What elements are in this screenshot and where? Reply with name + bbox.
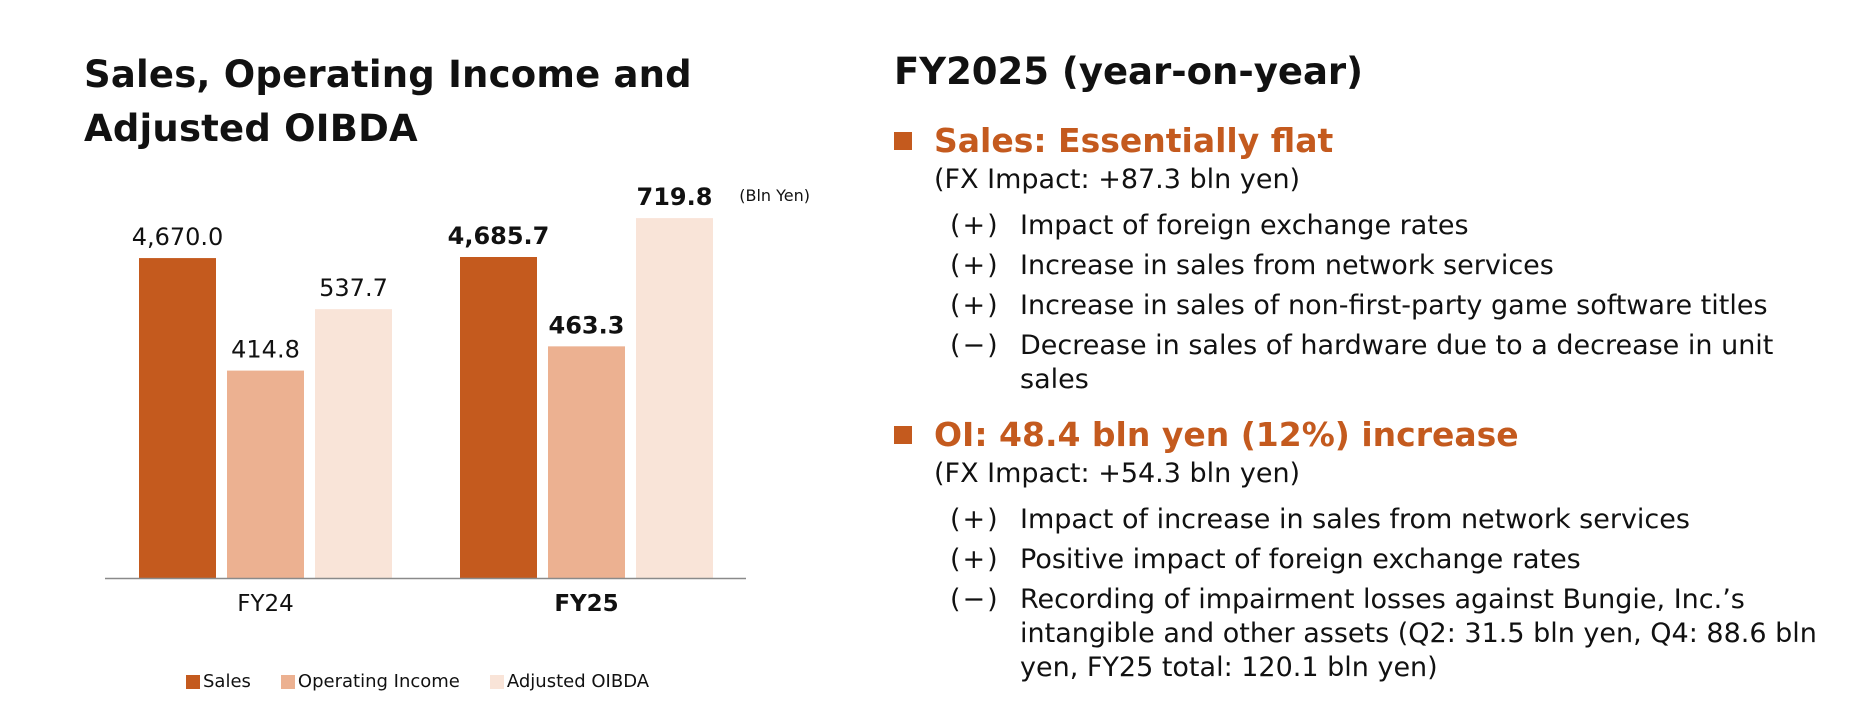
data-label: 719.8 (637, 183, 713, 211)
legend-swatch-operating-income (280, 674, 295, 689)
bar-operating-income (227, 370, 304, 578)
chart-legend: Sales Operating Income Adjusted OIBDA (186, 671, 649, 692)
bar-adjusted-oibda (636, 218, 713, 578)
legend-swatch-sales (186, 674, 200, 689)
x-tick-label: FY25 (554, 591, 618, 617)
legend-label-adjusted-oibda: Adjusted OIBDA (506, 671, 650, 692)
item-text: Positive impact of foreign exchange rate… (1020, 544, 1581, 575)
sales-section: Sales: Essentially flat (FX Impact: +87.… (894, 121, 1820, 403)
legend-item-sales: Sales (186, 671, 251, 692)
bar-sales (460, 257, 537, 578)
oi-fx-impact: (FX Impact: +54.3 bln yen) (934, 458, 1301, 489)
data-label: 463.3 (549, 311, 625, 339)
legend-swatch-adjusted-oibda (489, 674, 504, 689)
data-label: 414.8 (231, 336, 300, 364)
list-item: (−) Recording of impairment losses agains… (950, 583, 1820, 685)
sign-marker: (+) (950, 504, 1000, 535)
list-item: (+) Positive impact of foreign exchange r… (950, 543, 1820, 577)
summary-title: FY2025 (year-on-year) (894, 50, 1364, 93)
sign-marker: (−) (950, 584, 1000, 615)
item-text: Recording of impairment losses against B… (1020, 584, 1817, 683)
item-text: Increase in sales from network services (1020, 250, 1554, 281)
list-item: (+) Impact of increase in sales from netw… (950, 503, 1820, 537)
list-item: (−) Decrease in sales of hardware due to … (950, 329, 1820, 397)
bar-sales (139, 258, 216, 578)
section-bullet-icon (894, 425, 912, 444)
item-text: Impact of foreign exchange rates (1020, 210, 1469, 241)
bar-operating-income (548, 346, 625, 578)
list-item: (+) Increase in sales from network servic… (950, 249, 1820, 283)
sign-marker: (−) (950, 330, 1000, 361)
item-text: Impact of increase in sales from network… (1020, 504, 1690, 535)
data-label: 537.7 (319, 274, 388, 302)
data-label: 4,670.0 (132, 223, 224, 251)
legend-label-operating-income: Operating Income (297, 671, 460, 692)
sign-marker: (+) (950, 544, 1000, 575)
x-tick-label: FY24 (237, 591, 294, 617)
sign-marker: (+) (950, 250, 1000, 281)
chart-title: Sales, Operating Income and Adjusted OIB… (84, 53, 692, 150)
bar-adjusted-oibda (315, 309, 392, 578)
sign-marker: (+) (950, 290, 1000, 321)
data-label: 4,685.7 (448, 222, 550, 250)
sign-marker: (+) (950, 210, 1000, 241)
bar-chart: 4,670.0 414.8 537.7 FY24 4,685.7 463.3 719.8 FY… (105, 183, 746, 617)
legend-item-operating-income: Operating Income (280, 671, 460, 692)
list-item: (+) Increase in sales of non-first-party … (950, 289, 1820, 323)
sales-section-title: Sales: Essentially flat (934, 121, 1334, 160)
item-text: Increase in sales of non-first-party gam… (1020, 290, 1768, 321)
oi-section-title: OI: 48.4 bln yen (12%) increase (934, 415, 1519, 454)
section-bullet-icon (894, 131, 912, 150)
item-text: Decrease in sales of hardware due to a d… (1020, 330, 1774, 395)
list-item: (+) Impact of foreign exchange rates (950, 209, 1820, 243)
sales-fx-impact: (FX Impact: +87.3 bln yen) (934, 164, 1301, 195)
legend-label-sales: Sales (203, 671, 251, 692)
oi-section: OI: 48.4 bln yen (12%) increase (FX Impa… (894, 415, 1820, 691)
legend-item-adjusted-oibda: Adjusted OIBDA (489, 671, 650, 692)
unit-label: (Bln Yen) (739, 186, 810, 205)
